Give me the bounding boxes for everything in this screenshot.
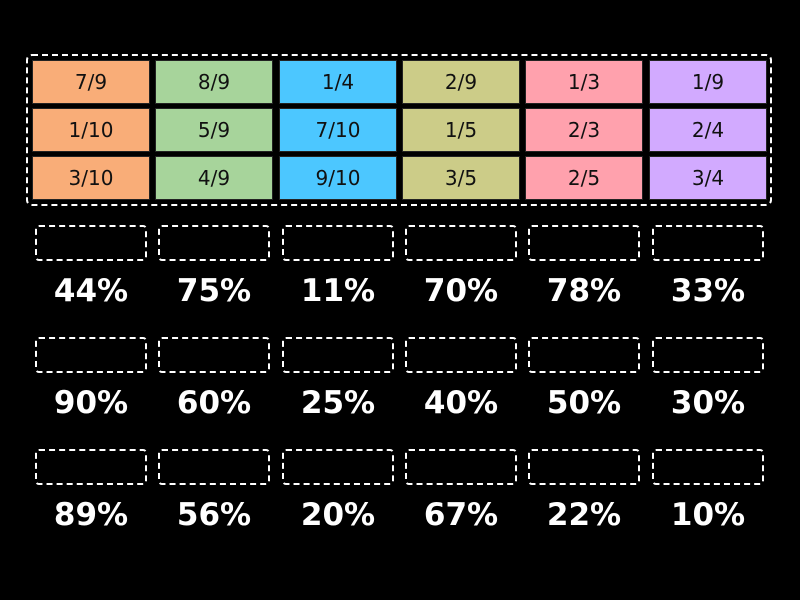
fraction-tile[interactable]: 4/9 (155, 156, 273, 200)
fraction-tile[interactable]: 3/5 (402, 156, 520, 200)
percent-label: 11% (300, 273, 376, 309)
percent-label: 89% (53, 497, 129, 533)
fraction-tile[interactable]: 1/5 (402, 108, 520, 152)
drop-zone[interactable] (528, 449, 640, 485)
percent-label: 60% (176, 385, 252, 421)
fraction-tile[interactable]: 2/3 (525, 108, 643, 152)
drop-zone[interactable] (35, 449, 147, 485)
drop-zone[interactable] (35, 337, 147, 373)
fraction-tile[interactable]: 7/9 (32, 60, 150, 104)
fraction-tile[interactable]: 3/4 (649, 156, 767, 200)
percent-label: 78% (546, 273, 622, 309)
percent-label: 44% (53, 273, 129, 309)
drop-zone[interactable] (528, 337, 640, 373)
drop-zone[interactable] (405, 337, 517, 373)
percent-label: 70% (423, 273, 499, 309)
tile-tray (26, 54, 772, 206)
percent-label: 33% (670, 273, 746, 309)
percent-label: 75% (176, 273, 252, 309)
drop-zone[interactable] (652, 225, 764, 261)
percent-label: 20% (300, 497, 376, 533)
drop-zone[interactable] (282, 449, 394, 485)
percent-label: 10% (670, 497, 746, 533)
fraction-tile[interactable]: 1/4 (279, 60, 397, 104)
percent-label: 25% (300, 385, 376, 421)
percent-label: 40% (423, 385, 499, 421)
drop-zone[interactable] (158, 337, 270, 373)
fraction-tile[interactable]: 2/5 (525, 156, 643, 200)
drop-zone[interactable] (158, 449, 270, 485)
drop-zone[interactable] (405, 449, 517, 485)
percent-label: 22% (546, 497, 622, 533)
percent-label: 90% (53, 385, 129, 421)
drop-zone[interactable] (652, 337, 764, 373)
percent-label: 50% (546, 385, 622, 421)
percent-label: 67% (423, 497, 499, 533)
fraction-tile[interactable]: 7/10 (279, 108, 397, 152)
fraction-tile[interactable]: 2/4 (649, 108, 767, 152)
fraction-tile[interactable]: 1/3 (525, 60, 643, 104)
fraction-tile[interactable]: 3/10 (32, 156, 150, 200)
fraction-tile[interactable]: 5/9 (155, 108, 273, 152)
fraction-tile[interactable]: 9/10 (279, 156, 397, 200)
drop-zone[interactable] (282, 337, 394, 373)
drop-zone[interactable] (35, 225, 147, 261)
fraction-tile[interactable]: 1/10 (32, 108, 150, 152)
drop-zone[interactable] (282, 225, 394, 261)
fraction-tile[interactable]: 2/9 (402, 60, 520, 104)
drop-zone[interactable] (528, 225, 640, 261)
percent-label: 30% (670, 385, 746, 421)
drop-zone[interactable] (405, 225, 517, 261)
fraction-tile[interactable]: 8/9 (155, 60, 273, 104)
fraction-tile[interactable]: 1/9 (649, 60, 767, 104)
drop-zone[interactable] (652, 449, 764, 485)
percent-label: 56% (176, 497, 252, 533)
drop-zone[interactable] (158, 225, 270, 261)
